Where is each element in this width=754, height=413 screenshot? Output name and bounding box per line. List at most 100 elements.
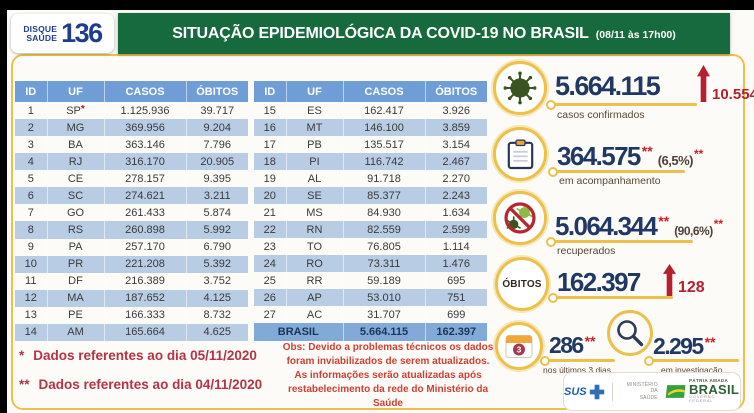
brasil-wordmark: PÁTRIA AMADA BRASIL GOVERNO FEDERAL <box>689 378 740 404</box>
obitos-badge: ÓBITOS <box>495 257 549 311</box>
cell-obitos: 39.717 <box>200 104 235 117</box>
cell-obitos: 9.395 <box>203 172 232 185</box>
government-logos: SUS MINISTÉRIO DA SAÚDE PÁTRIA AMADA BRA… <box>563 372 741 411</box>
cell-obitos: 5.992 <box>186 221 248 239</box>
cell-obitos: 5.392 <box>186 255 248 273</box>
cell-obitos: 2.599 <box>425 221 487 238</box>
cell-casos: 257.170 <box>104 238 187 256</box>
hotline-label: DISQUE SAÚDE <box>23 24 58 43</box>
cell-obitos: 3.859 <box>425 119 487 136</box>
cell-uf: SE <box>286 187 344 204</box>
table-row: 18 PI 116.742 2.467 <box>254 153 487 170</box>
cell-uf: BA <box>47 136 105 154</box>
cell-uf: AL <box>286 170 344 187</box>
observation-note: Obs: Devido a problemas técnicos os dado… <box>282 342 494 409</box>
cell-obitos: 3.154 <box>442 138 471 151</box>
deaths-value: 162.397 <box>557 267 641 297</box>
investigation-label: em investigação <box>661 365 723 375</box>
cell-id: 10 <box>15 255 48 273</box>
cell-casos: 162.417 <box>343 102 426 119</box>
footnote-marker: ** <box>19 377 30 392</box>
cell-obitos: 1.114 <box>442 240 470 253</box>
table-row: 15 ES 162.417 3.926 <box>254 102 487 119</box>
cell-id: 12 <box>15 289 48 307</box>
cell-uf: PA <box>47 238 105 256</box>
confirmed-value: 5.664.115 <box>555 71 661 101</box>
total-label: BRASIL <box>254 323 344 341</box>
ministry-label: MINISTÉRIO DA SAÚDE <box>620 382 658 401</box>
cell-uf: AM <box>47 323 105 341</box>
table-row: 2 MG 369.956 9.204 <box>15 119 248 137</box>
last3days-number: 286 <box>549 332 584 358</box>
cell-obitos: 20.905 <box>186 153 248 171</box>
cell-obitos: 2.243 <box>425 187 487 204</box>
cell-obitos: 3.926 <box>442 104 471 117</box>
deaths-delta: 128 <box>663 264 705 296</box>
cell-obitos: 1.634 <box>442 206 471 219</box>
last3days-value: 286 ** <box>549 334 595 357</box>
cell-id: 15 <box>254 102 287 119</box>
gold-rule <box>548 167 685 177</box>
monitoring-number: 364.575 <box>557 141 641 171</box>
col-uf: UF <box>286 81 344 102</box>
monitoring-percent: (6,5%) <box>657 153 694 168</box>
cell-uf: GO <box>47 204 105 222</box>
cell-id: 13 <box>15 306 48 324</box>
cell-obitos: 7.796 <box>203 138 232 151</box>
cell-id: 5 <box>15 170 48 188</box>
cell-casos: 261.433 <box>104 204 187 222</box>
table-row: 9 PA 257.170 6.790 <box>15 238 248 256</box>
cell-id: 3 <box>15 136 48 154</box>
table-row: 21 MS 84.930 1.634 <box>254 204 487 221</box>
cell-obitos: 1.476 <box>425 255 487 272</box>
table-row: 17 PB 135.517 3.154 <box>254 136 487 153</box>
up-arrow-icon <box>663 264 676 296</box>
cell-uf: RS <box>47 221 105 239</box>
cell-obitos: 699 <box>447 308 466 321</box>
table-row: 16 MT 146.100 3.859 <box>254 119 487 136</box>
cell-id: 24 <box>254 255 287 272</box>
cell-casos: 73.311 <box>343 255 426 272</box>
cell-obitos: 695 <box>447 274 466 287</box>
recovered-number: 5.064.344 <box>555 211 658 241</box>
monitoring-value: 364.575 **(6,5%)** <box>557 143 703 169</box>
asterisk-marker: ** <box>641 143 653 159</box>
table-row: 14 AM 165.664 4.625 <box>15 323 248 341</box>
cell-id: 25 <box>254 272 287 289</box>
cell-casos: 363.146 <box>104 136 187 154</box>
cell-obitos: 751 <box>425 289 487 306</box>
cell-id: 16 <box>254 119 287 136</box>
sus-cross-icon <box>589 384 604 399</box>
table-row: 1 SP* 1.125.936 39.717 <box>15 102 248 120</box>
confirmed-delta-value: 10.554 <box>712 86 754 103</box>
gold-rule <box>540 356 615 366</box>
col-id: ID <box>15 81 48 102</box>
clipboard-icon <box>493 127 547 181</box>
cell-id: 26 <box>254 289 287 306</box>
sus-label: SUS <box>564 385 587 398</box>
table-row: 25 RR 59.189 695 <box>254 272 487 289</box>
cell-casos: 316.170 <box>104 153 187 171</box>
cell-casos: 146.100 <box>343 119 426 136</box>
stat-confirmed: 5.664.115 10.554 casos confirmados <box>493 61 754 129</box>
cell-casos: 59.189 <box>343 272 426 289</box>
col-uf: UF <box>47 81 105 102</box>
hotline-line2: SAÚDE <box>26 32 58 43</box>
asterisk-marker: ** <box>584 333 596 349</box>
table-row: 19 AL 91.718 2.270 <box>254 170 487 187</box>
cell-casos: 116.742 <box>343 153 426 170</box>
cell-casos: 76.805 <box>343 238 426 255</box>
gold-rule <box>644 356 739 366</box>
cell-id: 23 <box>254 238 287 255</box>
cell-casos: 84.930 <box>343 204 426 221</box>
cell-uf: AP <box>286 289 344 306</box>
magnifier-icon <box>607 310 653 356</box>
total-obitos: 162.397 <box>425 323 487 341</box>
cell-obitos: 6.790 <box>203 241 232 254</box>
table-row: 11 DF 216.389 3.752 <box>15 272 248 290</box>
title-banner: SITUAÇÃO EPIDEMIOLÓGICA DA COVID-19 NO B… <box>118 13 730 54</box>
recovered-value: 5.064.344 **(90,6%)** <box>555 213 723 239</box>
cell-casos: 53.010 <box>343 289 426 306</box>
cell-casos: 166.333 <box>104 306 187 324</box>
cell-id: 19 <box>254 170 287 187</box>
